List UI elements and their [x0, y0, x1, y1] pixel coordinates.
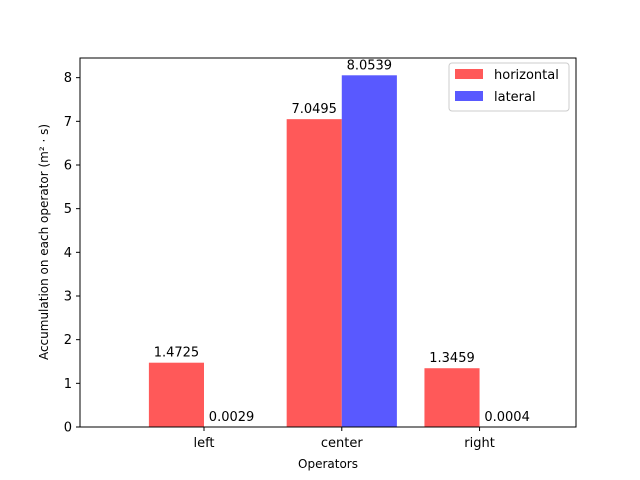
bar-horizontal-center — [286, 119, 342, 427]
value-label-lateral-left: 0.0029 — [209, 410, 255, 425]
bar-horizontal-right — [424, 368, 480, 427]
bar-horizontal-left — [148, 362, 204, 427]
legend: horizontal lateral — [448, 62, 570, 112]
legend-label-horizontal: horizontal — [494, 68, 559, 83]
x-axis: left center right — [193, 427, 495, 451]
bars-layer — [148, 75, 535, 427]
y-tick-label: 3 — [64, 289, 72, 304]
legend-swatch-lateral — [455, 91, 483, 101]
value-label-horizontal-right: 1.3459 — [429, 351, 475, 366]
x-tick-label-right: right — [464, 436, 495, 451]
y-tick-label: 2 — [64, 333, 72, 348]
bar-lateral-center — [341, 75, 397, 427]
value-label-horizontal-left: 1.4725 — [154, 346, 200, 361]
x-tick-label-center: center — [321, 436, 363, 451]
plot-frame — [79, 57, 577, 428]
y-tick-label: 5 — [64, 202, 72, 217]
y-tick-label: 1 — [64, 377, 72, 392]
y-tick-label: 8 — [64, 71, 72, 86]
y-axis-label: Accumulation on each operator (m² · s) — [37, 124, 51, 360]
x-axis-label: Operators — [298, 457, 358, 471]
y-axis: 0 1 2 3 4 5 6 7 8 — [64, 71, 80, 436]
x-tick-label-left: left — [193, 436, 214, 451]
y-tick-label: 4 — [64, 246, 72, 261]
y-tick-label: 6 — [64, 158, 72, 173]
legend-swatch-horizontal — [455, 69, 483, 79]
y-tick-label: 0 — [64, 421, 72, 436]
value-label-lateral-right: 0.0004 — [484, 410, 530, 425]
value-labels-layer: 1.4725 7.0495 1.3459 0.0029 8.0539 0.0004 — [154, 58, 530, 425]
legend-label-lateral: lateral — [494, 90, 536, 105]
y-tick-label: 7 — [64, 115, 72, 130]
value-label-horizontal-center: 7.0495 — [291, 102, 337, 117]
value-label-lateral-center: 8.0539 — [347, 58, 393, 73]
